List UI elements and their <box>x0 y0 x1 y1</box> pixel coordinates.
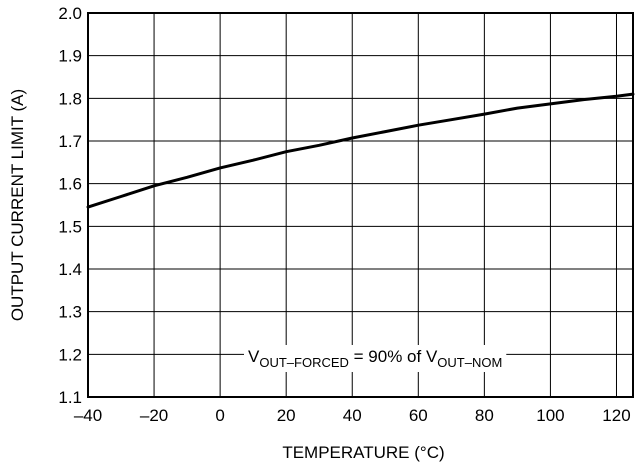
y-tick-label: 1.4 <box>58 260 82 279</box>
x-tick-label: –20 <box>140 406 168 425</box>
plot-frame <box>87 12 634 398</box>
y-axis-title: OUTPUT CURRENT LIMIT (A) <box>8 89 27 321</box>
x-tick-label: 20 <box>277 406 296 425</box>
series-layer <box>86 92 635 209</box>
x-tick-labels: –40 –20 0 20 40 60 80 100 120 <box>74 406 631 425</box>
y-tick-label: 1.2 <box>58 345 82 364</box>
y-tick-label: 1.8 <box>58 89 82 108</box>
y-tick-label: 1.1 <box>58 388 82 407</box>
x-tick-label: 60 <box>409 406 428 425</box>
y-tick-label: 1.7 <box>58 132 82 151</box>
y-tick-label: 1.6 <box>58 175 82 194</box>
y-tick-label: 2.0 <box>58 4 82 23</box>
annotation-sub2: OUT–NOM <box>437 355 502 370</box>
series-line-0 <box>86 92 635 209</box>
y-tick-label: 1.3 <box>58 303 82 322</box>
annotation: VOUT–FORCED = 90% of VOUT–NOM <box>248 347 502 370</box>
y-tick-label: 1.5 <box>58 217 82 236</box>
annotation-v1: V <box>248 347 260 366</box>
grid <box>87 12 633 398</box>
annotation-mid: = 90% of <box>349 347 426 366</box>
y-tick-labels: 1.1 1.2 1.3 1.4 1.5 1.6 1.7 1.8 1.9 2.0 <box>58 4 82 407</box>
x-tick-label: 100 <box>536 406 564 425</box>
x-tick-label: 120 <box>602 406 630 425</box>
annotation-background <box>244 345 507 372</box>
x-tick-label: 0 <box>215 406 224 425</box>
y-tick-label: 1.9 <box>58 47 82 66</box>
annotation-v2: V <box>426 347 438 366</box>
x-tick-label: 80 <box>475 406 494 425</box>
x-tick-label: –40 <box>74 406 102 425</box>
x-axis-title: TEMPERATURE (°C) <box>282 443 444 462</box>
annotation-layer: VOUT–FORCED = 90% of VOUT–NOM <box>244 345 507 372</box>
annotation-sub1: OUT–FORCED <box>259 355 349 370</box>
x-tick-label: 40 <box>343 406 362 425</box>
